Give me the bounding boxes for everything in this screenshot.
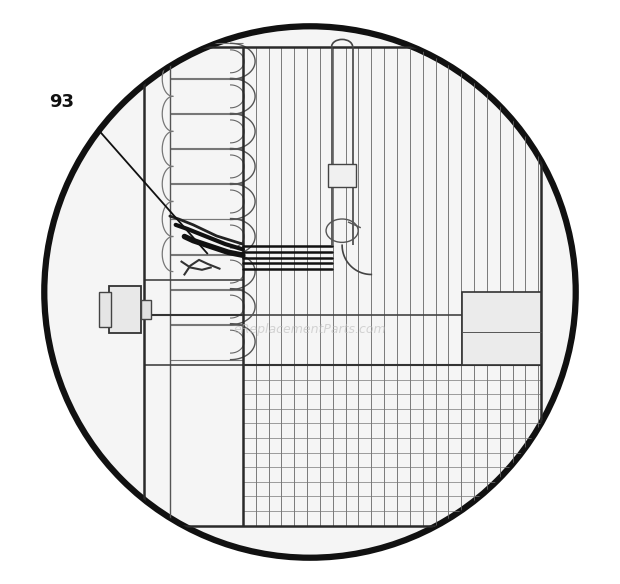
- Bar: [329, 164, 356, 187]
- Text: eReplacementParts.com: eReplacementParts.com: [234, 324, 386, 336]
- Bar: [108, 286, 141, 333]
- Bar: [141, 300, 151, 319]
- Text: 93: 93: [50, 93, 74, 111]
- Bar: [99, 292, 112, 327]
- Circle shape: [44, 26, 576, 558]
- Bar: [462, 292, 541, 365]
- Circle shape: [32, 72, 92, 133]
